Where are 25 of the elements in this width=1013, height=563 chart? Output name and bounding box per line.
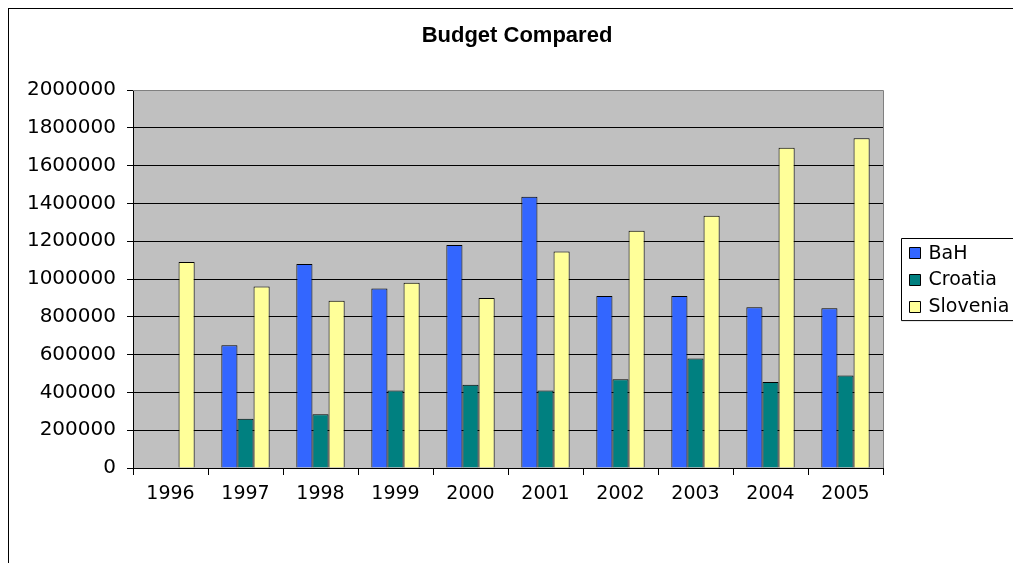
x-tick-label: 2004 bbox=[746, 481, 795, 504]
x-tick-label: 1998 bbox=[296, 481, 345, 504]
y-tick-label: 600000 bbox=[39, 340, 116, 365]
x-tick-label: 2000 bbox=[446, 481, 495, 504]
x-tick-label: 1996 bbox=[146, 481, 195, 504]
y-tick-label: 1200000 bbox=[26, 227, 116, 252]
x-tick-label: 2002 bbox=[596, 481, 645, 504]
y-tick-label: 1400000 bbox=[26, 189, 116, 214]
y-tick-label: 0 bbox=[103, 454, 116, 479]
x-tick-label: 2005 bbox=[821, 481, 870, 504]
legend-label: Slovenia bbox=[928, 294, 1010, 317]
x-tick-label: 1997 bbox=[221, 481, 270, 504]
y-tick-label: 800000 bbox=[39, 303, 116, 327]
x-tick-label: 1999 bbox=[371, 481, 420, 504]
chart-title: Budget Compared bbox=[421, 22, 613, 48]
y-tick-label: 1600000 bbox=[26, 151, 116, 176]
x-tick-label: 2003 bbox=[671, 481, 720, 504]
legend-label: BaH bbox=[928, 240, 968, 263]
y-tick-label: 400000 bbox=[39, 378, 116, 403]
legend-label: Croatia bbox=[928, 267, 997, 290]
x-tick-label: 2001 bbox=[521, 481, 570, 504]
y-tick-label: 200000 bbox=[39, 416, 116, 441]
y-tick-label: 2000000 bbox=[26, 76, 116, 101]
y-tick-label: 1000000 bbox=[26, 265, 116, 290]
y-tick-label: 1800000 bbox=[26, 114, 116, 138]
